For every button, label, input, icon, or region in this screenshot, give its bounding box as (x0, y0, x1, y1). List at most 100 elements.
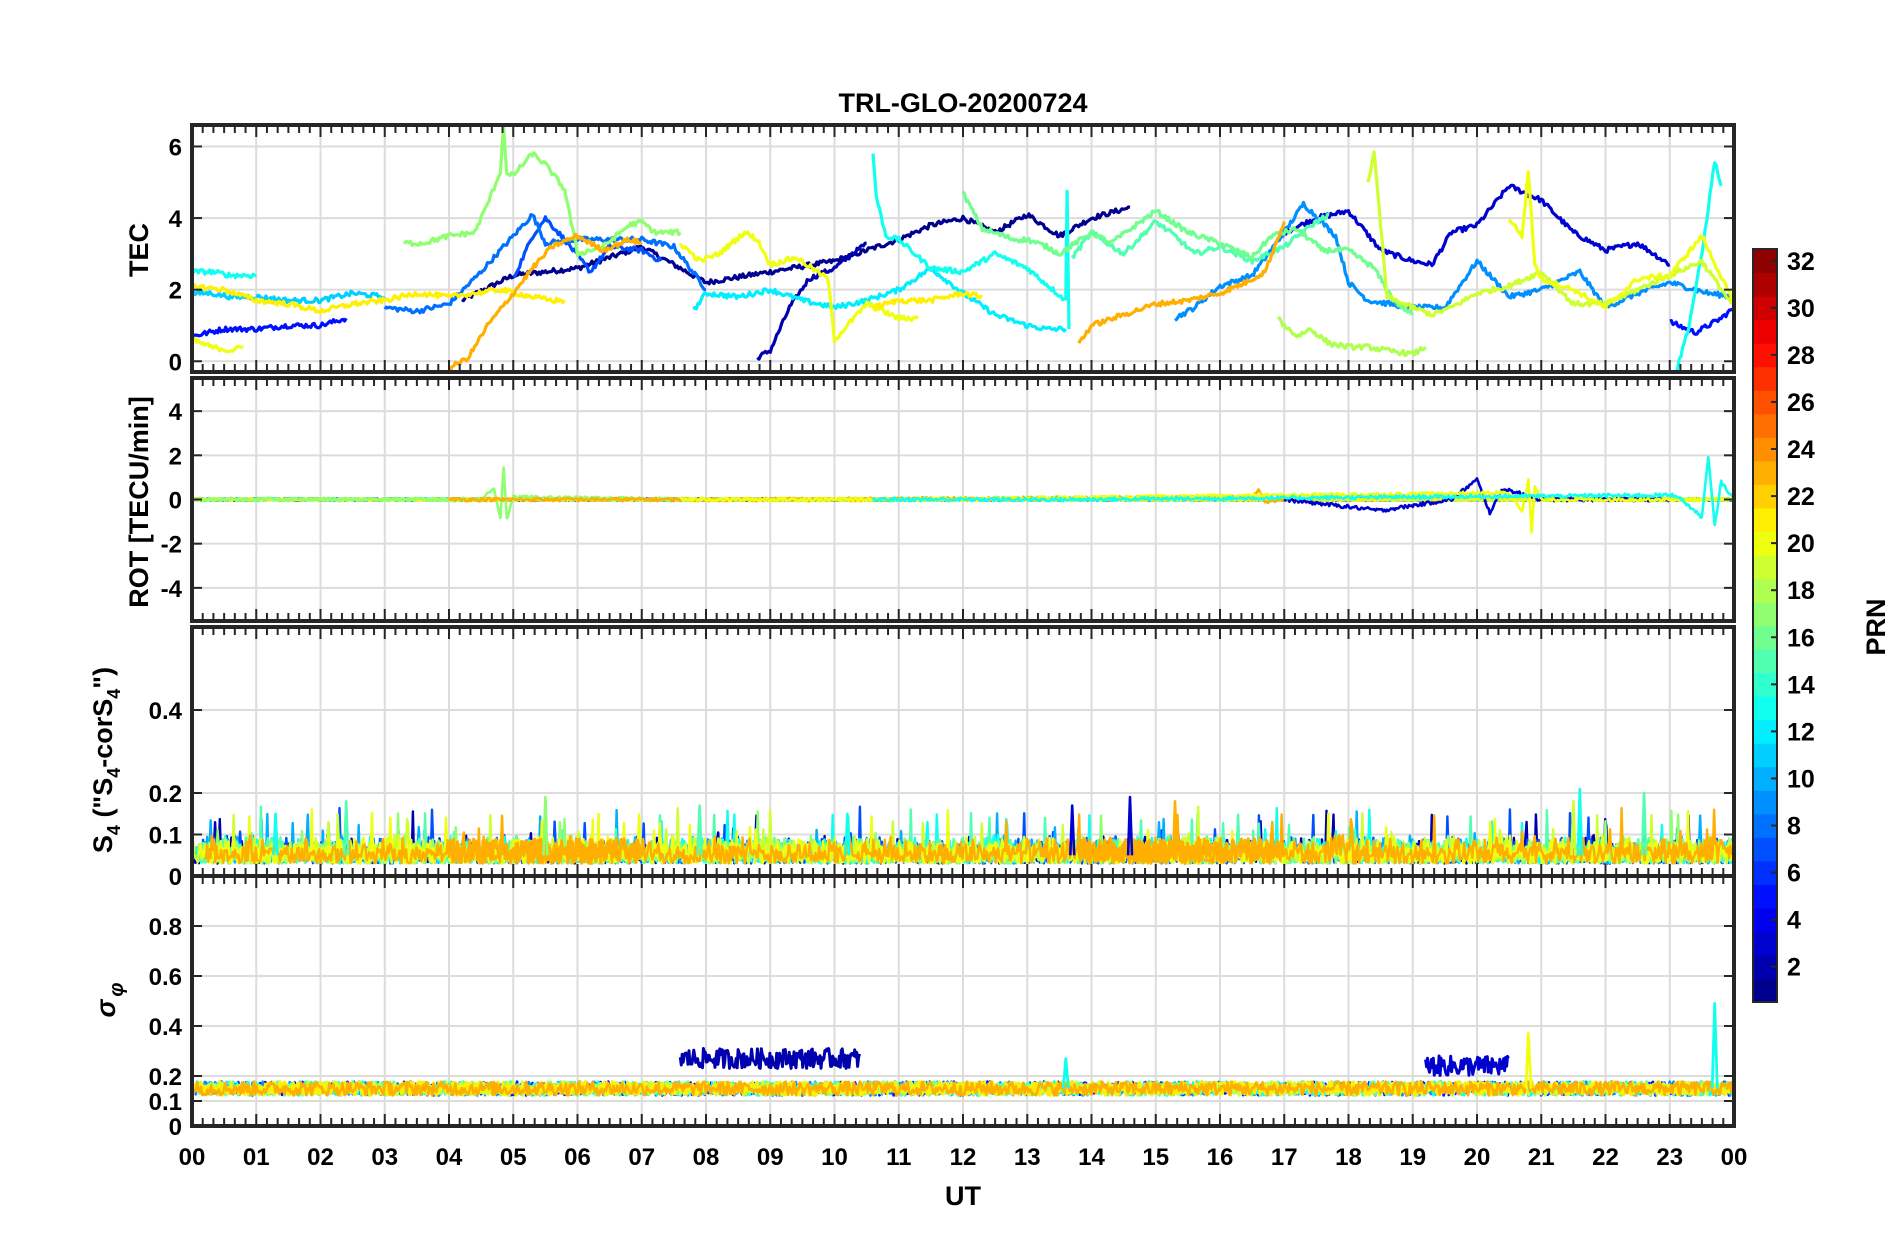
sigma-series-prn-23 (192, 1080, 1734, 1097)
tec-panel: 0 2 4 6 (169, 123, 1736, 376)
rot-y-tick-label: 2 (169, 443, 182, 470)
sig-y-tick-label: 0.6 (149, 964, 182, 991)
x-axis-ticks: 00 01 02 03 04 05 06 07 08 09 10 11 12 13 14 15 16 17 18 19… (179, 1144, 1748, 1171)
s4-peak-6 (1171, 800, 1179, 856)
tec-series-prn-23 (447, 232, 643, 372)
colorbar-tick-label: 24 (1787, 436, 1815, 464)
colorbar-bin (1753, 884, 1777, 909)
s4-ylabel-mid2: -corS (88, 699, 118, 768)
sigma-spike-0 (1524, 1032, 1533, 1089)
s4-band-prn-23-0 (447, 837, 644, 865)
tec-series-prn-12 (692, 266, 1068, 333)
sigma-spike-1 (1710, 1002, 1719, 1089)
s4-y-tick-label: 0 (169, 864, 182, 891)
colorbar-bin (1753, 413, 1777, 438)
s4-band-prn-23-1 (1077, 837, 1285, 865)
x-tick-label: 02 (307, 1144, 334, 1171)
colorbar-bin (1753, 649, 1777, 674)
sigma-bump-1 (1424, 1054, 1510, 1077)
colorbar-bin (1753, 507, 1777, 532)
colorbar-label: PRN (1861, 598, 1891, 655)
tec-ylabel: TEC (124, 223, 154, 277)
x-tick-label: 11 (886, 1144, 911, 1171)
s4-panel: 0 0.1 0.2 0.4 (149, 625, 1736, 891)
x-tick-label: 22 (1592, 1144, 1619, 1171)
x-tick-label: 16 (1207, 1144, 1234, 1171)
sig-series-group (192, 1002, 1734, 1097)
tec-series-prn-13 (871, 153, 1071, 330)
rot-series-group (192, 455, 1734, 534)
colorbar-tick-label: 28 (1787, 342, 1815, 370)
sig-y-tick-label: 0.4 (149, 1014, 183, 1041)
x-tick-label: 19 (1399, 1144, 1426, 1171)
rot-series-prn-13 (871, 455, 1734, 527)
colorbar-bin (1753, 931, 1777, 956)
x-tick-label: 15 (1142, 1144, 1169, 1171)
colorbar-tick-label: 30 (1787, 295, 1815, 323)
x-tick-label: 07 (628, 1144, 655, 1171)
sig-y-tick-label: 0 (169, 1114, 182, 1141)
sigma-bump-0 (678, 1047, 862, 1070)
tec-series-group (192, 125, 1734, 372)
x-tick-label: 23 (1656, 1144, 1683, 1171)
tec-series-prn-15 (1070, 212, 1330, 265)
tec-series-prn-1 (461, 205, 1131, 303)
sig-y-tick-label: 0.8 (149, 914, 182, 941)
x-tick-label: 00 (1721, 1144, 1748, 1171)
tec-series-prn-23 (1077, 221, 1286, 344)
tec-series-prn-8 (383, 213, 706, 315)
rot-y-tick-label: -4 (161, 576, 183, 603)
x-tick-label: 06 (564, 1144, 591, 1171)
s4-y-tick-label: 0.1 (149, 823, 182, 850)
colorbar-bin (1753, 366, 1777, 391)
colorbar-tick-label: 4 (1787, 907, 1801, 935)
tec-series-prn-13 (1674, 161, 1723, 372)
s4-y-tick-label: 0.2 (149, 781, 182, 808)
s4-peak-4 (1069, 804, 1076, 856)
x-tick-label: 18 (1335, 1144, 1362, 1171)
s4-peak-5 (1126, 795, 1134, 856)
x-tick-label: 17 (1271, 1144, 1298, 1171)
colorbar-frame (1752, 248, 1778, 1003)
s4-peak-0 (272, 812, 279, 856)
colorbar-tick-label: 22 (1787, 483, 1815, 511)
s4-peak-1 (343, 800, 350, 856)
chart-title: TRL-GLO-20200724 (838, 88, 1087, 118)
rot-y-tick-label: 4 (169, 399, 183, 426)
colorbar-bin (1753, 554, 1777, 580)
s4-series-group (192, 787, 1734, 865)
s4-ylabel-sub1: 4 (104, 825, 124, 835)
s4-ylabel-s: S (88, 835, 118, 853)
x-tick-label: 14 (1078, 1144, 1105, 1171)
colorbar-bin (1753, 837, 1777, 862)
x-tick-label: 01 (243, 1144, 270, 1171)
tec-series-prn-20 (678, 230, 920, 344)
rot-y-tick-label: -2 (161, 532, 182, 559)
tec-series-prn-17 (402, 125, 682, 258)
y-axis-labels: TEC ROT [TECU/min] S4 ("S4-corS4") σφ (88, 223, 154, 1018)
tec-series-prn-19 (1366, 150, 1734, 318)
tec-series-prn-16 (961, 190, 1414, 316)
x-tick-label: 09 (757, 1144, 784, 1171)
x-tick-label: 05 (500, 1144, 527, 1171)
colorbar-tick-label: 6 (1787, 860, 1801, 888)
s4-ylabel-end: ") (88, 667, 118, 689)
colorbar-bin (1753, 272, 1777, 297)
x-tick-label: 00 (179, 1144, 206, 1171)
x-tick-label: 21 (1528, 1144, 1555, 1171)
colorbar-tick-label: 16 (1787, 624, 1815, 652)
colorbar-tick-label: 10 (1787, 765, 1815, 793)
s4-ylabel-mid: ("S (88, 778, 118, 825)
x-tick-label: 04 (436, 1144, 463, 1171)
sigma-ylabel-sub: φ (106, 983, 128, 997)
x-tick-label: 12 (950, 1144, 977, 1171)
tec-series-prn-13 (192, 268, 257, 280)
colorbar-bin (1753, 319, 1777, 344)
tec-series-prn-11 (192, 289, 387, 305)
sig-y-tick-label: 0.2 (149, 1064, 182, 1091)
rot-series-prn-20 (679, 478, 1734, 534)
x-tick-label: 08 (693, 1144, 720, 1171)
colorbar-tick-label: 20 (1787, 530, 1815, 558)
s4-peak-10 (1640, 791, 1648, 856)
